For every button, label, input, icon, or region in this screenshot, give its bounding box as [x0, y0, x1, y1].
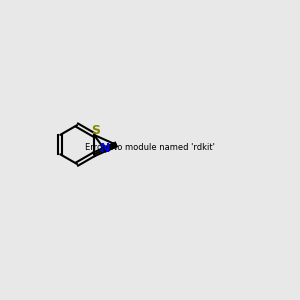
Text: N: N: [100, 142, 110, 155]
Text: S: S: [91, 124, 100, 137]
Text: Error: No module named 'rdkit': Error: No module named 'rdkit': [85, 143, 215, 152]
